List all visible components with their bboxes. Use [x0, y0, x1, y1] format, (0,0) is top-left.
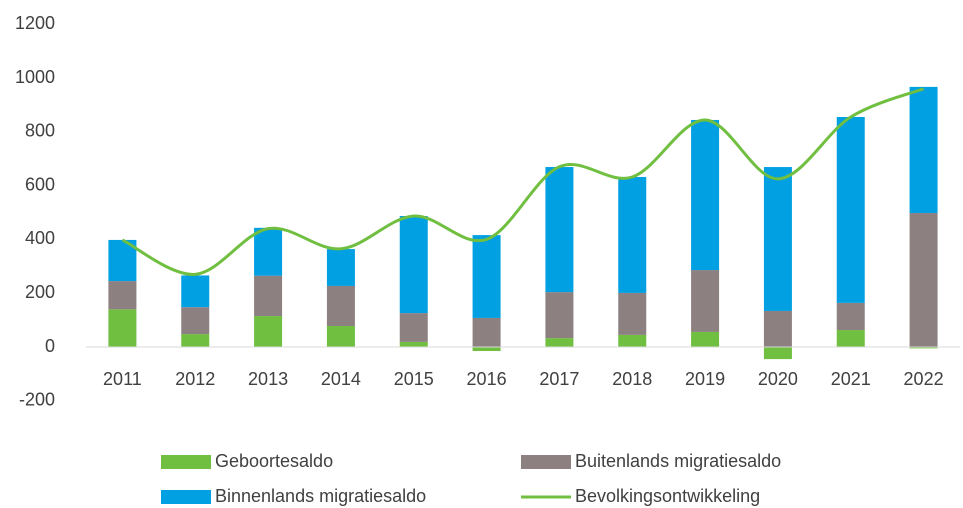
bar: [399, 215, 428, 314]
bar: [399, 313, 428, 342]
bar: [618, 292, 647, 335]
y-tick-label: -200: [19, 390, 55, 410]
bar: [909, 86, 938, 214]
y-tick-label: 800: [25, 121, 55, 141]
x-tick-label: 2019: [685, 369, 725, 389]
x-tick-label: 2014: [321, 369, 361, 389]
x-tick-label: 2013: [248, 369, 288, 389]
line: [121, 87, 925, 276]
bar: [181, 307, 210, 335]
x-tick-label: 2020: [758, 369, 798, 389]
bar: [836, 330, 865, 347]
bar: [545, 292, 574, 339]
x-tick-label: 2017: [539, 369, 579, 389]
y-tick-label: 600: [25, 174, 55, 194]
bar: [618, 334, 647, 347]
bar: [618, 176, 647, 293]
bar: [108, 281, 137, 310]
bar: [254, 316, 283, 347]
legend-label: Buitenlands migratiesaldo: [575, 451, 781, 471]
y-tick-label: 1200: [15, 13, 55, 33]
x-tick-label: 2022: [904, 369, 944, 389]
bar: [472, 317, 501, 347]
legend-label: Bevolkingsontwikkeling: [575, 486, 760, 506]
x-tick-label: 2018: [612, 369, 652, 389]
x-tick-label: 2011: [103, 369, 142, 389]
y-tick-label: 0: [45, 336, 55, 356]
bar: [326, 285, 355, 327]
legend-label: Binnenlands migratiesaldo: [215, 486, 426, 506]
bar: [181, 275, 210, 308]
bar: [763, 310, 792, 347]
bar: [909, 347, 938, 349]
legend-swatch: [161, 455, 211, 469]
y-tick-label: 400: [25, 228, 55, 248]
bar: [472, 235, 501, 318]
y-tick-label: 1000: [15, 67, 55, 87]
legend-swatch: [521, 455, 571, 469]
x-tick-label: 2015: [394, 369, 434, 389]
bar: [472, 347, 501, 352]
bar: [326, 249, 355, 286]
bar: [326, 326, 355, 347]
legend-swatch: [161, 490, 211, 504]
x-tick-label: 2012: [175, 369, 215, 389]
x-tick-label: 2016: [467, 369, 507, 389]
bar: [545, 167, 574, 293]
bar: [181, 334, 210, 347]
bar: [836, 117, 865, 303]
bar: [836, 302, 865, 331]
bar: [909, 213, 938, 347]
bar: [399, 341, 428, 347]
bar: [763, 347, 792, 360]
bar: [691, 119, 720, 271]
y-tick-label: 200: [25, 282, 55, 302]
bar: [691, 270, 720, 332]
bar: [108, 309, 137, 347]
bar: [763, 167, 792, 311]
bar: [254, 275, 283, 317]
x-tick-label: 2021: [831, 369, 871, 389]
legend-label: Geboortesaldo: [215, 451, 333, 471]
bar: [545, 338, 574, 347]
bar: [691, 331, 720, 347]
bar: [254, 227, 283, 276]
